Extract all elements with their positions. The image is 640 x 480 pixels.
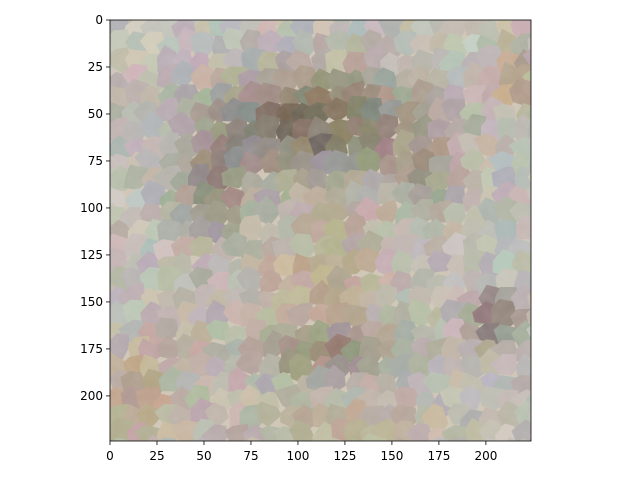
y-tick-label: 100 (80, 201, 103, 215)
superpixel-cell (527, 0, 553, 22)
superpixel-cell (528, 439, 554, 468)
superpixel-cell (532, 88, 558, 110)
superpixel-cell (532, 251, 556, 277)
superpixel-cell (263, 20, 276, 23)
y-tick-label: 75 (88, 154, 103, 168)
superpixel-cell (259, 441, 284, 466)
y-tick-label: 0 (95, 13, 103, 27)
y-tick-label: 175 (80, 342, 103, 356)
y-tick-label: 125 (80, 248, 103, 262)
x-tick-label: 100 (286, 449, 309, 463)
superpixel-cell (528, 138, 531, 147)
superpixel-cell (347, 20, 367, 23)
superpixel-cell (516, 20, 531, 23)
superpixel-cell (527, 171, 531, 185)
superpixel-cell (380, 20, 387, 22)
superpixel-cell (123, 442, 152, 467)
x-tick-label: 50 (196, 449, 211, 463)
superpixel-cell (110, 20, 121, 23)
superpixel-cell (528, 160, 531, 173)
x-tick-label: 25 (149, 449, 164, 463)
superpixel-cell (110, 415, 113, 424)
superpixel-cell (529, 243, 531, 258)
superpixel-cell (532, 9, 554, 36)
superpixel-cell (533, 200, 555, 225)
image-area (110, 0, 558, 468)
superpixel-cell (528, 411, 531, 423)
x-tick-label: 175 (427, 449, 450, 463)
texture-overlay (110, 20, 531, 441)
superpixel-cell (533, 334, 556, 361)
superpixel-cell (110, 425, 114, 441)
y-tick-label: 50 (88, 107, 103, 121)
y-tick-label: 200 (80, 389, 103, 403)
y-tick-label: 150 (80, 295, 103, 309)
x-tick-label: 200 (474, 449, 497, 463)
y-tick-label: 25 (88, 60, 103, 74)
x-tick-label: 75 (243, 449, 258, 463)
x-tick-label: 150 (380, 449, 403, 463)
axes-frame (109, 19, 532, 442)
superpixel-cell (530, 376, 531, 380)
superpixel-cell (224, 20, 236, 22)
superpixel-cell (529, 434, 531, 440)
superpixel-cell (477, 20, 485, 23)
superpixel-cell (110, 37, 113, 51)
y-axis: 0 25 50 75 100 125 150 175 200 (80, 13, 110, 403)
superpixel-cell (437, 20, 449, 23)
superpixel-cell (529, 231, 531, 239)
superpixel-cell (529, 281, 531, 286)
superpixel-cell (519, 438, 531, 441)
x-tick-label: 0 (106, 449, 114, 463)
x-axis: 0 25 50 75 100 125 150 175 200 (106, 441, 497, 463)
superpixel-cell (528, 356, 531, 368)
superpixel-cell (110, 326, 113, 338)
superpixel-cell (110, 127, 111, 139)
superpixel-cell (209, 20, 226, 23)
superpixel-cell (528, 119, 531, 138)
x-tick-label: 125 (333, 449, 356, 463)
